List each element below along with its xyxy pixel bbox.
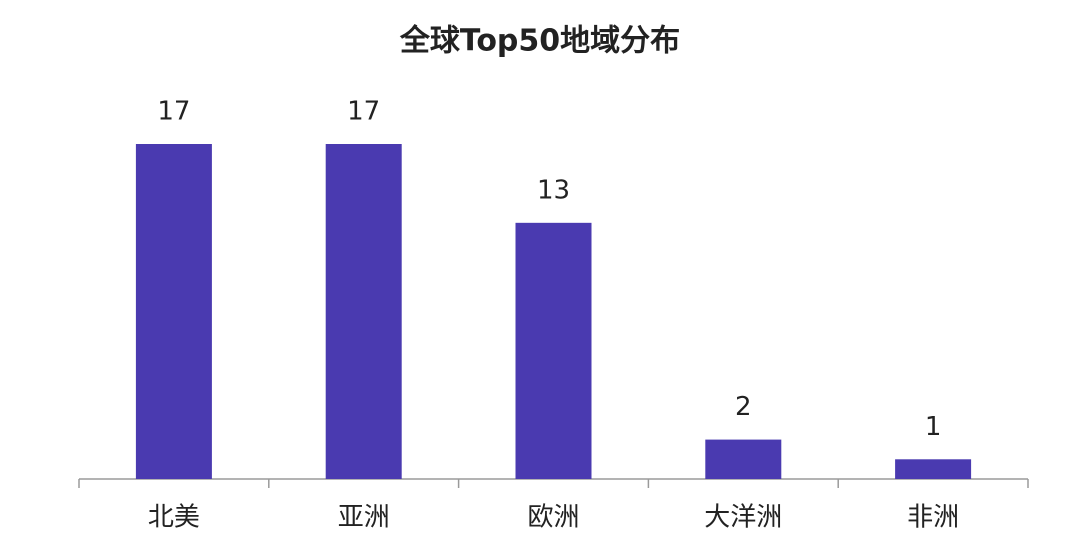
- bar: [895, 459, 972, 479]
- chart-title: 全球Top50地域分布: [399, 24, 680, 59]
- value-label: 17: [347, 97, 380, 127]
- x-tick-label: 亚洲: [338, 503, 390, 533]
- value-label: 1: [925, 412, 942, 442]
- x-tick-label: 欧洲: [527, 503, 579, 533]
- value-label: 17: [157, 97, 190, 127]
- bar: [135, 144, 212, 479]
- value-label: 13: [537, 175, 570, 205]
- x-tick-label: 大洋洲: [704, 503, 782, 533]
- bar: [325, 144, 402, 479]
- x-tick-label: 非洲: [907, 503, 959, 533]
- value-label: 2: [735, 392, 752, 422]
- bar: [515, 222, 592, 479]
- bar: [705, 439, 782, 479]
- x-tick-label: 北美: [148, 503, 200, 533]
